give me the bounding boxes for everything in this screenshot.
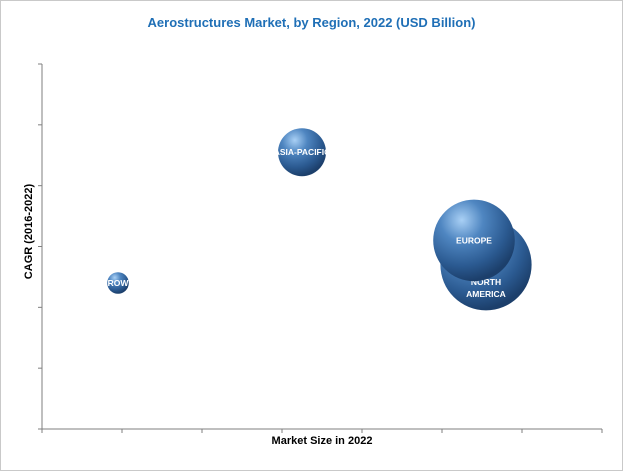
axes (38, 63, 603, 433)
chart-title: Aerostructures Market, by Region, 2022 (… (147, 15, 476, 30)
bubble-label-row: ROW (108, 278, 130, 288)
bubble-row (107, 272, 129, 294)
bubble-asia-pacific (278, 128, 326, 177)
bubble-europe (433, 199, 515, 282)
bubbles: ROW ASIA-PACIFIC NORTH AMERICA EUROPE (107, 128, 532, 311)
bubble-label-asia-pacific: ASIA-PACIFIC (274, 147, 331, 157)
x-axis-label: Market Size in 2022 (272, 435, 373, 447)
y-axis-label: CAGR (2016-2022) (23, 183, 35, 279)
bubble-label-north-america: NORTH AMERICA (466, 277, 506, 299)
bubble-label-europe: EUROPE (456, 235, 492, 245)
